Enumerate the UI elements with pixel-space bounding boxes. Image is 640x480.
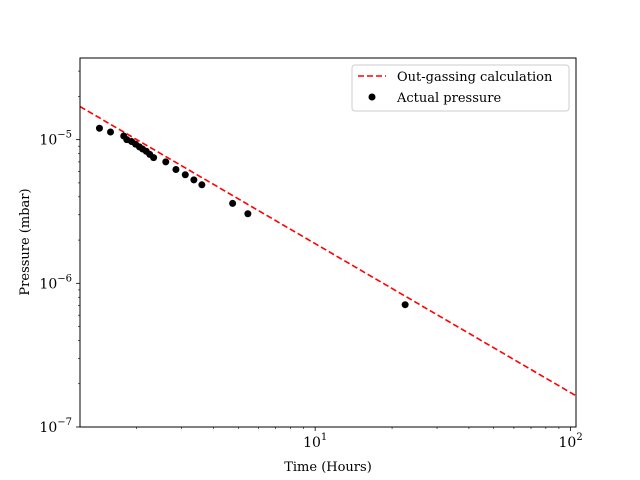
data-point-actual-pressure xyxy=(107,128,115,136)
x-tick-label: 101 xyxy=(303,432,327,451)
axes-frame xyxy=(79,57,577,428)
legend-label-actual: Actual pressure xyxy=(396,91,501,106)
legend-box xyxy=(351,64,570,112)
plot-area xyxy=(80,105,576,397)
data-point-actual-pressure xyxy=(150,154,158,162)
data-point-actual-pressure xyxy=(244,210,252,218)
x-tick-label-exponent: 2 xyxy=(576,432,582,443)
y-tick-label-base: 10 xyxy=(39,276,57,292)
legend-label-calculation: Out-gassing calculation xyxy=(397,70,553,85)
y-tick-label-exponent: −7 xyxy=(57,417,72,428)
data-point-actual-pressure xyxy=(181,171,189,179)
x-tick-label: 102 xyxy=(558,432,582,451)
y-axis: 10−710−610−5 xyxy=(39,70,80,436)
x-tick-label-base: 10 xyxy=(303,435,321,451)
data-point-actual-pressure xyxy=(198,181,206,189)
y-tick-label: 10−5 xyxy=(39,130,72,149)
y-tick-label-base: 10 xyxy=(39,420,57,436)
data-point-actual-pressure xyxy=(229,199,237,207)
legend: Out-gassing calculation Actual pressure xyxy=(351,64,570,112)
data-point-actual-pressure xyxy=(172,165,180,173)
x-axis: 101 102 xyxy=(136,427,583,451)
y-tick-label: 10−6 xyxy=(39,273,72,292)
data-point-actual-pressure xyxy=(190,176,198,184)
data-point-actual-pressure xyxy=(95,124,103,132)
data-point-actual-pressure xyxy=(401,301,409,309)
y-tick-label-exponent: −6 xyxy=(57,273,72,284)
x-tick-label-exponent: 1 xyxy=(321,432,327,443)
y-tick-label-exponent: −5 xyxy=(57,130,72,141)
series-line-outgassing-calculation xyxy=(80,105,576,397)
legend-swatch-actual xyxy=(368,93,376,101)
data-point-actual-pressure xyxy=(162,158,170,166)
x-tick-label-base: 10 xyxy=(558,435,576,451)
x-axis-label: Time (Hours) xyxy=(284,460,372,475)
plot-content xyxy=(80,105,576,397)
y-tick-label-base: 10 xyxy=(39,133,57,149)
y-axis-label: Pressure (mbar) xyxy=(18,188,33,295)
y-tick-label: 10−7 xyxy=(39,417,72,436)
